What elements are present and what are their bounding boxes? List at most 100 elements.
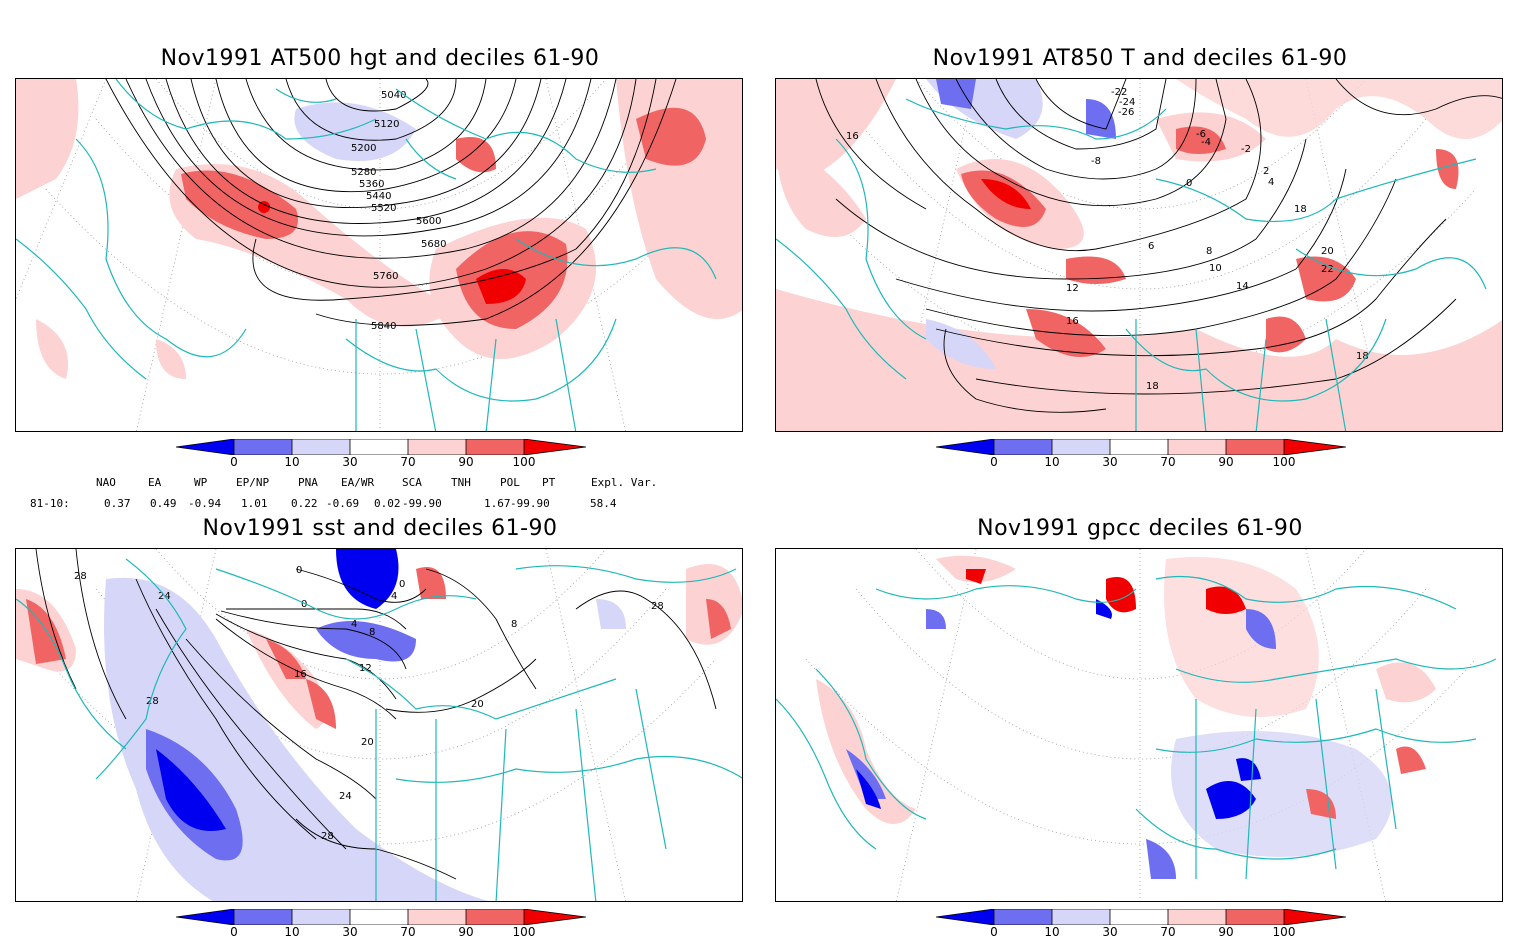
contour-label: 8	[1206, 246, 1212, 257]
contour-label: 0	[399, 579, 405, 590]
index-header: TNH	[451, 476, 471, 489]
contour-label: 10	[1209, 263, 1222, 274]
contour-label: -2	[1241, 144, 1251, 155]
contour-label: 14	[1236, 281, 1249, 292]
contour-label: 5840	[371, 321, 396, 332]
colorbar-sst-svg	[175, 908, 587, 926]
contour-label: 5280	[351, 167, 376, 178]
colorbar-tick: 90	[1218, 925, 1234, 939]
index-row-label: 81-10:	[30, 497, 70, 510]
colorbar-tick: 10	[1044, 455, 1060, 469]
contour-label: 4	[391, 591, 397, 602]
index-value: -99.90	[510, 497, 550, 510]
colorbar-gpcc-svg	[935, 908, 1347, 926]
index-value: -99.90	[402, 497, 442, 510]
index-header: SCA	[402, 476, 422, 489]
contour-label: 24	[339, 791, 352, 802]
index-value: 0.49	[150, 497, 177, 510]
panel-title-gpcc: Nov1991 gpcc deciles 61-90	[977, 516, 1303, 541]
colorbar-tick: 30	[1102, 925, 1118, 939]
index-header: EA/WR	[341, 476, 375, 489]
colorbar-tick: 10	[1044, 925, 1060, 939]
contour-label: -6	[1196, 129, 1206, 140]
contour-label: 8	[511, 619, 517, 630]
colorbar-tick: 70	[400, 925, 416, 939]
contour-label: 18	[1356, 351, 1369, 362]
colorbar-tick: 30	[342, 925, 358, 939]
contour-label: -24	[1119, 97, 1135, 108]
index-value: 0.22	[291, 497, 318, 510]
panel-title-sst: Nov1991 sst and deciles 61-90	[202, 516, 558, 541]
contour-label: -4	[1201, 137, 1211, 148]
contour-label: -26	[1118, 107, 1134, 118]
contour-label: 16	[846, 131, 859, 142]
index-value: -0.69	[326, 497, 360, 510]
contour-label: 12	[1066, 283, 1079, 294]
contour-label: 5120	[374, 119, 399, 130]
colorbar-tick: 70	[400, 455, 416, 469]
contour-label: 22	[1321, 264, 1334, 275]
colorbar-tick: 90	[458, 925, 474, 939]
index-value: -0.94	[188, 497, 222, 510]
contour-label: 20	[361, 737, 374, 748]
contour-label: -8	[1091, 156, 1101, 167]
index-value: 1.01	[241, 497, 268, 510]
colorbar-tick: 100	[1272, 455, 1296, 469]
colorbar-tick: 70	[1160, 455, 1176, 469]
colorbar-tick: 90	[458, 455, 474, 469]
contour-label: 5360	[359, 179, 384, 190]
map-t850: -22 -24 -26 -6 -4 -2 0 2 4 6 8 10 12 14 …	[775, 78, 1503, 432]
colorbar-hgt500-svg	[175, 438, 587, 456]
index-value: 0.02	[374, 497, 401, 510]
colorbar-tick: 0	[230, 455, 238, 469]
map-sst: 28 24 28 0 0 0 4 4 8 12 16 20 20 24 28 2…	[15, 548, 743, 902]
colorbar-t850-svg	[935, 438, 1347, 456]
colorbar-tick: 0	[990, 455, 998, 469]
contour-label: 6	[1148, 241, 1154, 252]
colorbar-tick: 100	[512, 925, 536, 939]
contour-label: 0	[301, 599, 307, 610]
contour-label: 16	[294, 669, 307, 680]
contour-label: 18	[1146, 381, 1159, 392]
contour-label: 28	[651, 601, 664, 612]
panel-title-hgt500: Nov1991 AT500 hgt and deciles 61-90	[160, 46, 600, 71]
contour-label: 28	[146, 696, 159, 707]
contour-label: 20	[471, 699, 484, 710]
index-value: 0.37	[104, 497, 131, 510]
colorbar-tick: 10	[284, 925, 300, 939]
index-header: NAO	[96, 476, 116, 489]
index-header: EP/NP	[236, 476, 270, 489]
index-value: 58.4	[590, 497, 617, 510]
contour-label: 5440	[366, 191, 391, 202]
map-gpcc	[775, 548, 1503, 902]
colorbar-tick: 70	[1160, 925, 1176, 939]
contour-label: 5760	[373, 271, 398, 282]
map-hgt500: 5040 5120 5200 5280 5360 5440 5520 5600 …	[15, 78, 743, 432]
colorbar-t850: 0 10 30 70 90 100	[935, 438, 1347, 475]
index-value: 1.67	[484, 497, 511, 510]
contour-label: 24	[158, 591, 171, 602]
map-gpcc-svg	[776, 549, 1497, 901]
indices-value-row: 81-10: 0.37 0.49 -0.94 1.01 0.22 -0.69 0…	[0, 497, 700, 511]
contour-label: 0	[1186, 178, 1192, 189]
map-sst-svg: 28 24 28 0 0 0 4 4 8 12 16 20 20 24 28 2…	[16, 549, 742, 901]
colorbar-tick: 0	[230, 925, 238, 939]
contour-label: 5200	[351, 143, 376, 154]
contour-label: -22	[1111, 87, 1127, 98]
contour-label: 5040	[381, 90, 406, 101]
contour-label: 12	[359, 663, 372, 674]
index-header: POL	[500, 476, 520, 489]
contour-label: 5520	[371, 203, 396, 214]
contour-label: 4	[1268, 177, 1274, 188]
index-header: PT	[542, 476, 556, 489]
colorbar-tick: 30	[1102, 455, 1118, 469]
contour-label: 2	[1263, 166, 1269, 177]
colorbar-tick: 100	[512, 455, 536, 469]
contour-label: 18	[1294, 204, 1307, 215]
map-hgt500-svg: 5040 5120 5200 5280 5360 5440 5520 5600 …	[16, 79, 742, 431]
index-header: PNA	[298, 476, 318, 489]
colorbar-tick: 0	[990, 925, 998, 939]
contour-label: 5600	[416, 216, 441, 227]
contour-label: 20	[1321, 246, 1334, 257]
contour-label: 28	[74, 571, 87, 582]
